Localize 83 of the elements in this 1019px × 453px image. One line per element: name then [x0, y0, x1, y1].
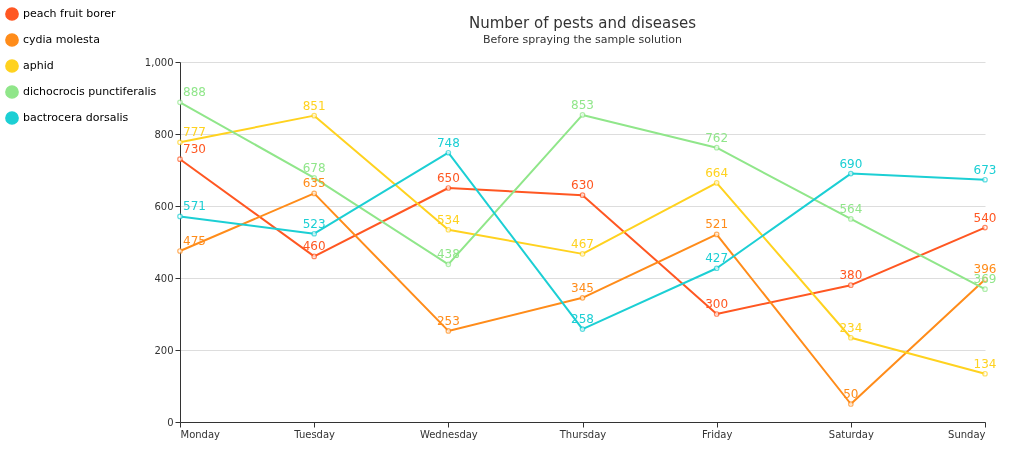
- point: [311, 230, 317, 237]
- point: [982, 286, 988, 292]
- point: [713, 144, 720, 151]
- x-tick-label: Monday: [180, 428, 221, 440]
- point: [579, 112, 586, 118]
- y-tick-label: 200: [154, 344, 174, 356]
- point: [848, 282, 854, 289]
- data-label: 777: [183, 125, 206, 140]
- point: [713, 311, 720, 317]
- legend-label: aphid: [23, 59, 54, 72]
- chart-subtitle: Before spraying the sample solution: [482, 33, 683, 46]
- point: [311, 112, 317, 119]
- y-tick-label: 600: [154, 200, 174, 212]
- y-tick-label: 1,000: [144, 56, 174, 68]
- legend-label: cydia molesta: [23, 33, 100, 46]
- point: [848, 170, 854, 177]
- point: [848, 216, 854, 222]
- point: [177, 156, 183, 163]
- point: [311, 253, 317, 260]
- point: [848, 334, 854, 341]
- data-label: 427: [705, 251, 729, 266]
- point: [579, 294, 586, 301]
- data-label: 673: [973, 162, 997, 177]
- data-label: 50: [843, 387, 859, 401]
- point: [445, 185, 452, 191]
- y-tick-label: 800: [154, 128, 174, 140]
- point: [445, 226, 452, 233]
- point: [982, 176, 988, 183]
- data-label: 664: [705, 165, 729, 180]
- point: [982, 370, 988, 377]
- data-label: 853: [571, 97, 594, 112]
- legend-label: dichocrocis punctiferalis: [23, 85, 157, 98]
- data-label: 253: [436, 313, 460, 328]
- data-label: 571: [183, 199, 206, 214]
- x-tick-label: Friday: [702, 428, 733, 440]
- data-label: 851: [302, 98, 326, 113]
- x-tick-label: Sunday: [948, 428, 986, 440]
- point: [579, 251, 586, 257]
- point: [177, 213, 183, 220]
- point: [445, 328, 452, 334]
- data-label: 730: [183, 142, 206, 157]
- point: [982, 224, 988, 231]
- point: [445, 149, 452, 156]
- x-tick-label: Wednesday: [419, 428, 478, 440]
- data-label: 540: [973, 210, 997, 225]
- data-label: 690: [839, 156, 863, 171]
- data-label: 748: [436, 135, 460, 150]
- data-label: 475: [183, 234, 206, 248]
- point: [177, 99, 183, 106]
- point: [311, 190, 317, 197]
- data-label: 460: [302, 239, 326, 254]
- legend-label: bactrocera dorsalis: [23, 111, 129, 124]
- data-label: 380: [839, 268, 863, 283]
- data-label: 523: [302, 216, 326, 231]
- data-label: 635: [302, 176, 326, 191]
- point: [713, 180, 720, 186]
- legend-label: peach fruit borer: [23, 7, 116, 20]
- x-tick-label: Thursday: [558, 428, 607, 440]
- point: [713, 265, 720, 272]
- point: [713, 231, 720, 238]
- data-label: 467: [571, 236, 594, 251]
- point: [177, 248, 183, 254]
- y-tick-label: 400: [154, 272, 174, 284]
- data-label: 888: [183, 85, 206, 100]
- x-tick-label: Saturday: [828, 428, 874, 440]
- y-tick-label: 0: [167, 416, 174, 428]
- point: [445, 261, 452, 268]
- data-label: 630: [571, 178, 594, 193]
- data-label: 300: [705, 297, 729, 311]
- data-label: 534: [436, 212, 460, 227]
- point: [848, 401, 854, 407]
- point: [177, 139, 183, 146]
- point: [579, 326, 586, 332]
- data-label: 564: [839, 201, 863, 216]
- data-label: 678: [302, 160, 326, 175]
- data-label: 650: [436, 171, 460, 185]
- point: [579, 192, 586, 199]
- data-label: 762: [705, 130, 729, 145]
- data-label: 521: [705, 217, 729, 232]
- data-label: 134: [973, 356, 997, 371]
- x-tick-label: Tuesday: [293, 428, 336, 440]
- chart-title: Number of pests and diseases: [468, 14, 697, 32]
- data-label: 345: [571, 280, 594, 295]
